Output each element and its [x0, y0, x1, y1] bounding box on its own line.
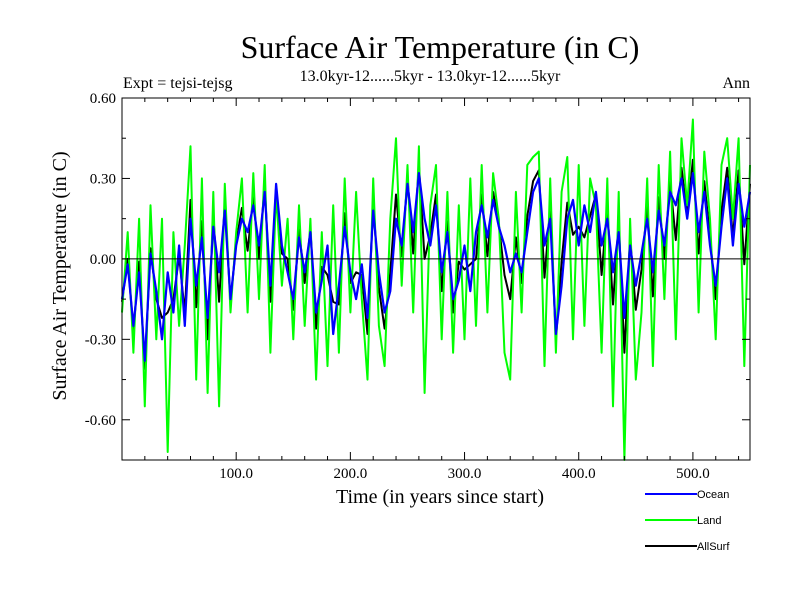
y-tick-label: 0.00 [90, 252, 116, 268]
chart-title: Surface Air Temperature (in C) [241, 29, 640, 65]
legend-label-land: Land [697, 515, 721, 527]
plot-frame [121, 97, 751, 461]
chart-subtitle-left: Expt = tejsi-tejsg [123, 75, 232, 92]
x-tick-label: 100.0 [219, 466, 253, 482]
y-tick-label: 0.60 [90, 91, 116, 107]
chart-subtitle-right: Ann [722, 75, 750, 92]
x-tick-label: 500.0 [676, 466, 710, 482]
series-line-ocean [120, 172, 752, 362]
series-layer [120, 118, 752, 461]
legend-label-ocean: Ocean [697, 489, 729, 501]
y-tick-label: -0.30 [85, 332, 116, 348]
legend: Ocean Land AllSurf [645, 489, 730, 553]
y-axis-label: Surface Air Temperature (in C) [49, 151, 71, 400]
x-tick-label: 300.0 [448, 466, 482, 482]
x-tick-label: 200.0 [333, 466, 367, 482]
axis-layer: 0.60 0.30 0.00 -0.30 -0.60 100.0 200.0 300.0 400… [85, 91, 751, 482]
x-tick-label: 400.0 [562, 466, 596, 482]
chart-subtitle-center: 13.0kyr-12......5kyr - 13.0kyr-12......5… [300, 68, 561, 85]
series-line-land [121, 118, 751, 461]
legend-label-allsurf: AllSurf [697, 541, 730, 553]
y-tick-label: -0.60 [85, 413, 116, 429]
x-axis-label: Time (in years since start) [336, 486, 544, 508]
y-tick-label: 0.30 [90, 171, 116, 187]
